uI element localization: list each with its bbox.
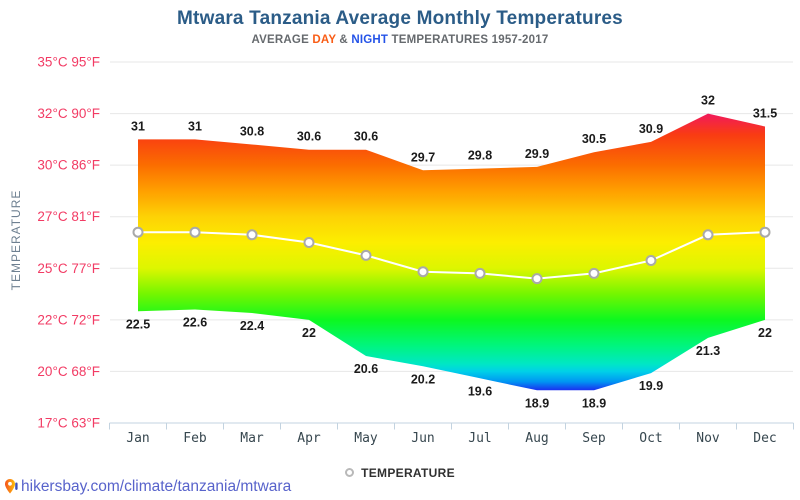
x-axis-month-label: Feb — [183, 431, 207, 446]
x-axis-month-label: Apr — [297, 431, 321, 446]
chart-title: Mtwara Tanzania Average Monthly Temperat… — [177, 8, 623, 29]
y-axis-tick-label: 20°C 68°F — [37, 364, 100, 379]
legend-label: TEMPERATURE — [361, 465, 455, 480]
day-value-label: 31 — [131, 119, 145, 133]
mean-temperature-marker — [531, 273, 543, 285]
x-axis-month-label: Sep — [582, 431, 606, 446]
mean-temperature-marker — [588, 267, 600, 279]
day-value-label: 30.6 — [354, 130, 378, 144]
mean-temperature-marker — [132, 226, 144, 238]
night-value-label: 20.2 — [411, 372, 435, 386]
mean-temperature-marker — [246, 229, 258, 241]
y-axis-tick-label: 35°C 95°F — [37, 55, 100, 70]
mean-temperature-line — [138, 231, 766, 280]
night-value-label: 19.6 — [468, 384, 492, 398]
x-axis-month-label: Jan — [126, 431, 149, 446]
x-axis-month-label: Mar — [240, 431, 264, 446]
night-value-label: 22.4 — [240, 319, 264, 333]
night-value-label: 19.9 — [639, 379, 663, 393]
y-axis-tick-label: 27°C 81°F — [37, 209, 100, 224]
night-value-label: 22 — [758, 326, 772, 340]
legend-marker-icon — [345, 468, 355, 477]
mean-temperature-marker — [474, 267, 486, 279]
mean-temperature-marker — [303, 237, 315, 248]
y-axis-tick-label: 25°C 77°F — [37, 261, 100, 276]
subtitle-day: DAY — [312, 34, 336, 46]
mean-temperature-marker — [702, 229, 714, 241]
mean-temperature-marker — [189, 226, 201, 238]
chart-legend: TEMPERATURE — [0, 464, 800, 482]
night-value-label: 21.3 — [696, 344, 720, 358]
x-axis-month-label: Jul — [468, 431, 491, 446]
map-pin-icon — [5, 479, 18, 494]
day-value-label: 29.9 — [525, 147, 549, 161]
y-axis-tick-label: 30°C 86°F — [37, 158, 100, 173]
footer: hikersbay.com/climate/tanzania/mtwara — [4, 478, 291, 496]
x-axis-month-label: Dec — [753, 431, 776, 446]
y-axis-tick-label: 22°C 72°F — [37, 312, 100, 327]
day-value-label: 30.8 — [240, 125, 264, 139]
day-value-label: 30.9 — [639, 122, 663, 136]
day-value-label: 29.8 — [468, 149, 492, 163]
day-value-label: 30.5 — [582, 132, 606, 146]
night-value-label: 22.6 — [183, 316, 207, 330]
mean-temperature-marker — [360, 249, 372, 261]
night-value-label: 18.9 — [525, 396, 549, 410]
day-value-label: 31.5 — [753, 106, 777, 120]
subtitle-prefix: AVERAGE — [251, 34, 309, 46]
subtitle-suffix: TEMPERATURES 1957-2017 — [391, 34, 549, 46]
chart-subtitle: AVERAGE DAY & NIGHT TEMPERATURES 1957-20… — [0, 34, 800, 46]
day-value-label: 30.6 — [297, 130, 321, 144]
x-axis-month-label: Oct — [639, 431, 662, 446]
y-axis-tick-label: 32°C 90°F — [37, 106, 100, 121]
subtitle-ampersand: & — [339, 34, 348, 46]
y-axis-title: TEMPERATURE — [9, 190, 23, 291]
mean-temperature-marker — [759, 226, 771, 238]
x-axis-month-label: Jun — [411, 431, 434, 446]
legend-item-temperature[interactable]: TEMPERATURE — [345, 466, 455, 480]
mean-temperature-marker — [417, 266, 429, 278]
night-value-label: 20.6 — [354, 362, 378, 376]
x-axis-month-label: Aug — [525, 431, 548, 446]
day-value-label: 32 — [701, 94, 715, 108]
hikersbay-link[interactable]: hikersbay.com/climate/tanzania/mtwara — [21, 478, 292, 495]
day-value-label: 29.7 — [411, 150, 435, 164]
night-value-label: 22.5 — [126, 317, 150, 331]
subtitle-night: NIGHT — [351, 34, 389, 46]
x-axis-month-label: May — [354, 431, 378, 446]
temperature-range-area — [138, 113, 765, 391]
night-value-label: 18.9 — [582, 396, 606, 410]
day-value-label: 31 — [188, 119, 202, 133]
mean-temperature-marker — [645, 255, 657, 266]
x-axis-month-label: Nov — [696, 431, 720, 446]
night-value-label: 22 — [302, 326, 316, 340]
y-axis-tick-label: 17°C 63°F — [37, 415, 100, 430]
